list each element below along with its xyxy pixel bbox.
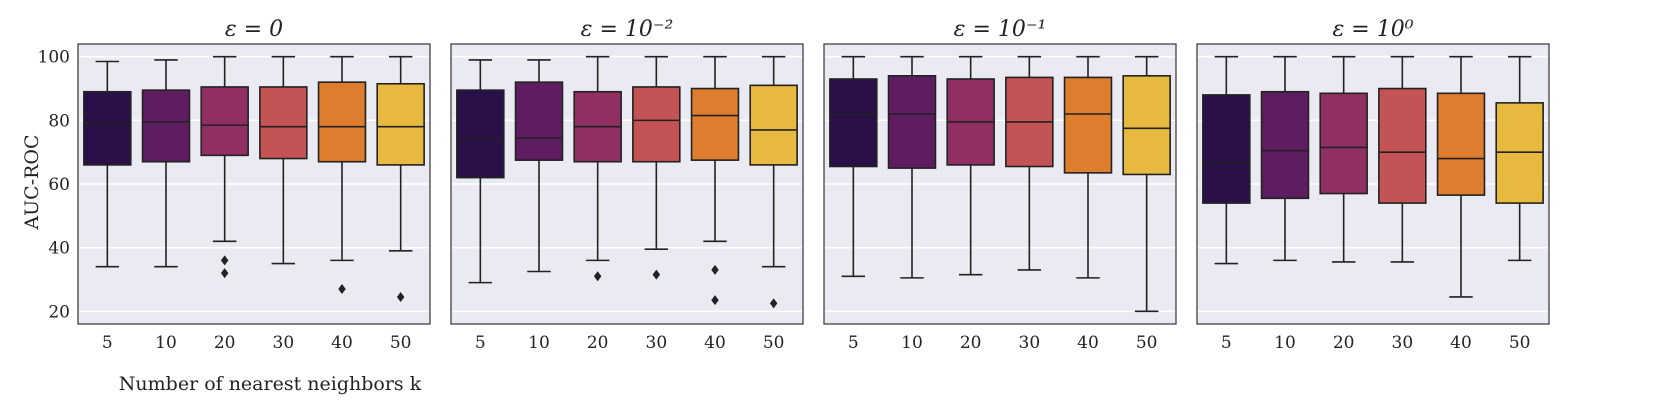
- box-iqr: [690, 87, 740, 161]
- box-iqr: [1122, 75, 1171, 176]
- panel-title: ε = 10⁻¹: [954, 17, 1047, 42]
- box-30: [632, 55, 681, 280]
- panel-4: ε = 10⁰ 5 10 20 30 40 50: [1196, 17, 1550, 353]
- box-iqr: [887, 75, 937, 169]
- x-tick-label-30: 30: [1019, 333, 1041, 353]
- x-tick-label-10: 10: [528, 333, 550, 353]
- panel-2: ε = 10⁻² 5 10 20 30 40 50: [450, 17, 804, 353]
- box-iqr: [829, 78, 878, 168]
- box-5: [83, 60, 132, 268]
- x-tick-label-30: 30: [273, 333, 295, 353]
- x-tick-label-5: 5: [848, 333, 859, 353]
- y-tick-label-60: 60: [48, 175, 70, 195]
- panel-1: ε = 0 20 40 60 80 100 5 10 20 30 40 50: [38, 17, 431, 353]
- box-iqr: [317, 81, 367, 163]
- x-tick-label-40: 40: [1450, 333, 1472, 353]
- box-5: [456, 59, 505, 284]
- box-iqr: [259, 86, 308, 160]
- box-50: [376, 55, 425, 302]
- box-iqr: [632, 86, 681, 163]
- x-tick-label-20: 20: [1333, 333, 1355, 353]
- box-iqr: [200, 86, 249, 157]
- outlier-point: [711, 264, 719, 275]
- box-20: [573, 55, 622, 282]
- box-iqr: [1202, 94, 1251, 204]
- box-50: [1122, 55, 1171, 313]
- y-tick-label-80: 80: [48, 111, 70, 131]
- y-tick-label-40: 40: [48, 239, 70, 259]
- x-tick-label-40: 40: [704, 333, 726, 353]
- box-iqr: [514, 81, 564, 161]
- x-tick-label-40: 40: [331, 333, 353, 353]
- x-tick-label-50: 50: [1136, 333, 1158, 353]
- box-40: [317, 55, 367, 294]
- box-30: [1005, 55, 1054, 271]
- x-tick-label-10: 10: [155, 333, 177, 353]
- box-40: [1063, 55, 1113, 279]
- box-iqr: [376, 82, 425, 166]
- y-tick-label-100: 100: [38, 48, 70, 68]
- box-5: [1202, 55, 1251, 265]
- box-30: [259, 55, 308, 265]
- x-tick-label-30: 30: [1392, 333, 1414, 353]
- outlier-point: [396, 291, 405, 302]
- x-tick-label-10: 10: [1274, 333, 1296, 353]
- box-20: [946, 55, 995, 276]
- box-iqr: [1063, 76, 1113, 174]
- box-iqr: [1260, 90, 1310, 200]
- box-20: [200, 55, 249, 279]
- outlier-point: [220, 255, 229, 266]
- box-20: [1319, 55, 1368, 263]
- outlier-point: [711, 295, 719, 306]
- panel-title: ε = 0: [225, 17, 283, 42]
- x-tick-label-5: 5: [102, 333, 113, 353]
- outlier-point: [769, 298, 778, 309]
- box-10: [514, 59, 564, 273]
- box-iqr: [749, 84, 798, 166]
- x-tick-label-10: 10: [901, 333, 923, 353]
- y-axis-label: AUC-ROC: [21, 134, 43, 230]
- box-10: [1260, 55, 1310, 262]
- outlier-point: [338, 284, 346, 294]
- x-tick-label-5: 5: [475, 333, 486, 353]
- panel-title: ε = 10⁻²: [581, 17, 674, 42]
- x-tick-label-5: 5: [1221, 333, 1232, 353]
- x-tick-label-30: 30: [646, 333, 668, 353]
- x-tick-label-20: 20: [587, 333, 609, 353]
- panel-3: ε = 10⁻¹ 5 10 20 30 40 50: [823, 17, 1177, 353]
- box-iqr: [1436, 92, 1486, 196]
- x-tick-label-50: 50: [390, 333, 412, 353]
- box-50: [1495, 55, 1544, 262]
- box-iqr: [141, 89, 191, 163]
- box-iqr: [456, 89, 505, 179]
- box-iqr: [83, 90, 132, 166]
- y-tick-label-20: 20: [48, 302, 70, 322]
- x-axis-label: Number of nearest neighbors k: [119, 373, 422, 395]
- x-tick-label-50: 50: [1509, 333, 1531, 353]
- box-50: [749, 55, 798, 309]
- outlier-point: [593, 271, 602, 282]
- box-10: [141, 59, 191, 268]
- x-tick-label-40: 40: [1077, 333, 1099, 353]
- outlier-point: [220, 268, 229, 279]
- x-tick-label-20: 20: [214, 333, 236, 353]
- box-40: [690, 55, 740, 306]
- box-iqr: [1378, 87, 1427, 204]
- x-tick-label-20: 20: [960, 333, 982, 353]
- x-tick-label-50: 50: [763, 333, 785, 353]
- box-5: [829, 55, 878, 278]
- box-30: [1378, 55, 1427, 263]
- box-40: [1436, 55, 1486, 298]
- box-iqr: [1319, 92, 1368, 195]
- box-10: [887, 55, 937, 279]
- outlier-point: [652, 269, 661, 280]
- panel-title: ε = 10⁰: [1332, 17, 1413, 42]
